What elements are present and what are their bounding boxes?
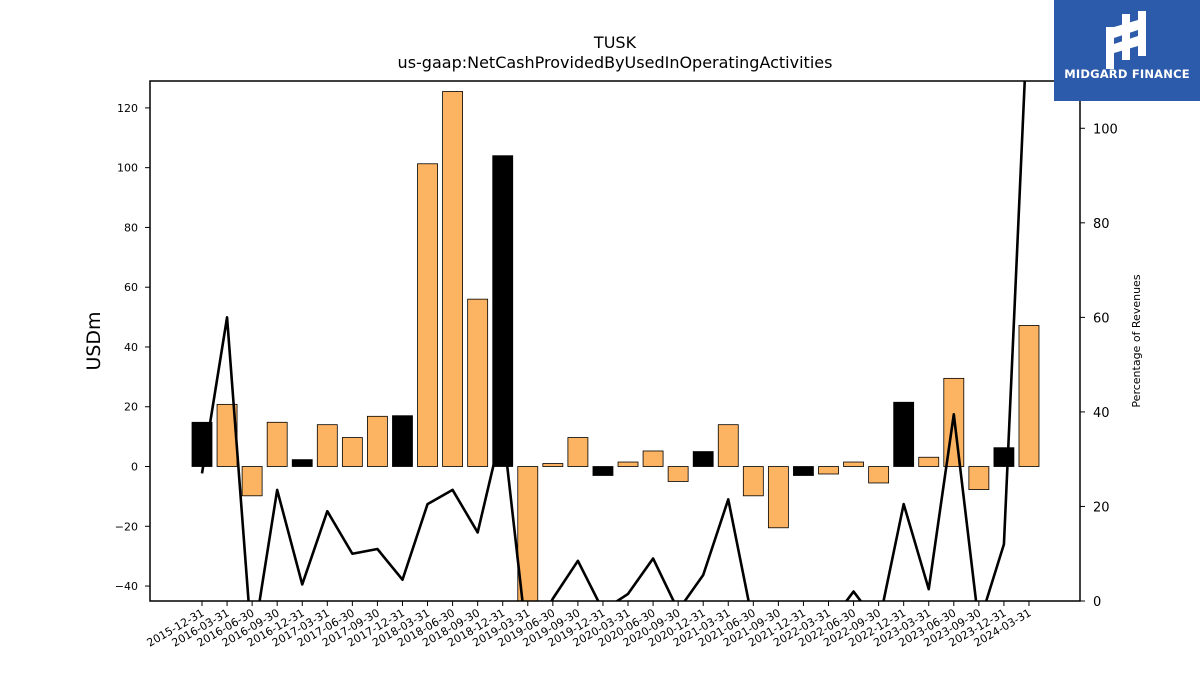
bar	[367, 415, 388, 467]
bar	[918, 456, 940, 467]
bar	[241, 466, 263, 497]
plot-area: −40−200204060801001200204060801002015-12…	[115, 80, 1118, 650]
bar	[767, 466, 789, 529]
y-tick-label: 40	[124, 341, 138, 354]
y2-axis-label: Percentage of Revenues	[1130, 274, 1143, 407]
bar	[893, 401, 915, 467]
y-tick-label: 100	[117, 162, 138, 175]
logo-text: MIDGARD FINANCE	[1064, 67, 1190, 81]
y2-tick-label: 80	[1093, 217, 1110, 232]
bar	[266, 421, 288, 467]
bar	[316, 424, 338, 467]
bar	[692, 451, 714, 467]
bar	[993, 447, 1015, 467]
y-tick-label: −40	[115, 580, 138, 593]
bar	[467, 298, 489, 467]
bar	[793, 466, 814, 476]
bar	[667, 466, 689, 482]
bar	[417, 163, 438, 467]
bar	[442, 91, 464, 467]
y2-tick-label: 60	[1093, 311, 1110, 326]
y-axis-label: USDm	[83, 311, 105, 370]
y2-tick-label: 0	[1093, 595, 1101, 610]
y-tick-label: 0	[131, 461, 138, 474]
bar	[868, 466, 890, 484]
percentage-line	[200, 81, 1027, 601]
bar	[968, 466, 990, 490]
bar	[642, 450, 664, 467]
bar	[567, 437, 589, 467]
plot-frame	[149, 80, 1081, 602]
y2-tick-label: 20	[1093, 500, 1110, 515]
y2-tick-label: 40	[1093, 406, 1110, 421]
bar	[542, 463, 564, 467]
bar	[517, 466, 539, 601]
bar	[392, 415, 413, 467]
chart-title: TUSK	[593, 33, 637, 52]
bar	[492, 155, 514, 467]
line-layer	[200, 81, 1027, 601]
y-tick-label: 80	[124, 221, 138, 234]
bar	[617, 461, 639, 467]
y-tick-label: 120	[117, 102, 138, 115]
y-tick-label: 60	[124, 281, 138, 294]
brand-logo: MIDGARD FINANCE	[1054, 0, 1200, 101]
bar	[291, 459, 313, 467]
bar	[742, 466, 764, 497]
bars	[191, 91, 1040, 601]
bar	[818, 466, 839, 475]
chart-subtitle: us-gaap:NetCashProvidedByUsedInOperating…	[398, 53, 833, 72]
logo-mark-icon	[1106, 11, 1146, 69]
y-tick-label: −20	[115, 520, 138, 533]
bar	[717, 424, 739, 467]
bar	[1018, 325, 1040, 467]
bar	[843, 461, 864, 467]
y2-tick-label: 100	[1093, 122, 1118, 137]
bar	[592, 466, 614, 476]
bar	[341, 437, 363, 467]
y-tick-label: 20	[124, 401, 138, 414]
